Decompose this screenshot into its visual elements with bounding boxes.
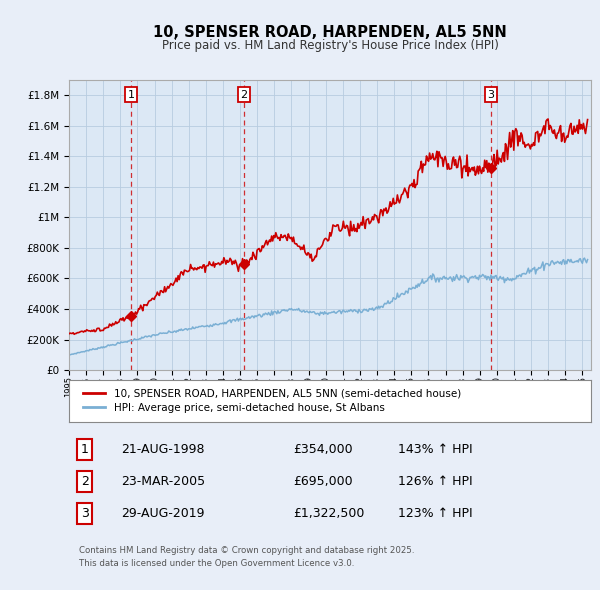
Text: 1: 1 — [81, 442, 89, 455]
Text: £695,000: £695,000 — [293, 475, 353, 488]
Text: £1,322,500: £1,322,500 — [293, 507, 365, 520]
Text: 123% ↑ HPI: 123% ↑ HPI — [398, 507, 472, 520]
Text: 23-MAR-2005: 23-MAR-2005 — [121, 475, 205, 488]
Text: Contains HM Land Registry data © Crown copyright and database right 2025.
This d: Contains HM Land Registry data © Crown c… — [79, 546, 415, 568]
Text: 2: 2 — [81, 475, 89, 488]
Text: Price paid vs. HM Land Registry's House Price Index (HPI): Price paid vs. HM Land Registry's House … — [161, 39, 499, 52]
Text: 21-AUG-1998: 21-AUG-1998 — [121, 442, 205, 455]
Text: £354,000: £354,000 — [293, 442, 353, 455]
Text: 2: 2 — [241, 90, 248, 100]
Text: 126% ↑ HPI: 126% ↑ HPI — [398, 475, 472, 488]
Text: 1: 1 — [128, 90, 135, 100]
Text: 29-AUG-2019: 29-AUG-2019 — [121, 507, 205, 520]
Text: 3: 3 — [81, 507, 89, 520]
Text: 10, SPENSER ROAD, HARPENDEN, AL5 5NN: 10, SPENSER ROAD, HARPENDEN, AL5 5NN — [153, 25, 507, 40]
Text: 3: 3 — [488, 90, 494, 100]
Text: 143% ↑ HPI: 143% ↑ HPI — [398, 442, 472, 455]
Legend: 10, SPENSER ROAD, HARPENDEN, AL5 5NN (semi-detached house), HPI: Average price, : 10, SPENSER ROAD, HARPENDEN, AL5 5NN (se… — [79, 385, 464, 416]
